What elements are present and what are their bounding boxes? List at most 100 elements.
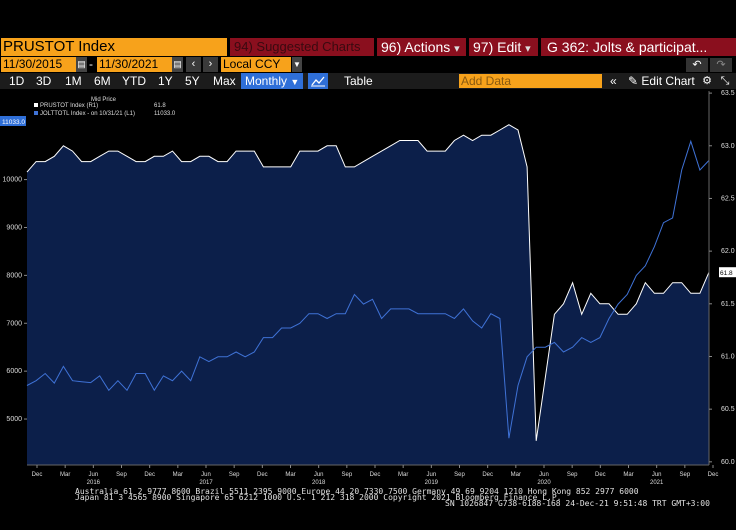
x-tick-label: Dec [257,472,268,478]
series-line-prustot [26,124,710,441]
legend-value: 61.8 [154,103,166,109]
date-separator: - [89,57,93,71]
left-tick-label: 7000 [6,320,22,327]
x-tick-label: Jun [426,472,436,478]
x-year-label: 2021 [650,480,664,486]
edit-chart-button[interactable]: ✎ Edit Chart [628,73,695,89]
last-value-left: 11033.0 [2,119,25,126]
suggested-charts-button[interactable]: 94) Suggested Charts [230,38,374,56]
x-year-label: 2020 [537,480,551,486]
x-tick-label: Jun [314,472,324,478]
x-tick-label: Mar [511,472,521,478]
caret-down-icon[interactable]: ▼ [292,57,302,72]
period-1m-button[interactable]: 1M [65,74,82,88]
start-date-input[interactable]: 11/30/2015 [1,57,76,72]
footer-line-1: Australia 61 2 9777 8600 Brazil 5511 239… [75,487,639,496]
period-6m-button[interactable]: 6M [94,74,111,88]
security-ticker-field[interactable]: PRUSTOT Index [1,38,227,56]
period-1y-button[interactable]: 1Y [158,74,173,88]
x-year-label: 2018 [312,480,326,486]
caret-down-icon: ▾ [525,43,531,55]
edit-label: 97) Edit [473,39,522,55]
currency-select[interactable]: Local CCY [221,57,291,72]
period-5y-button[interactable]: 5Y [185,74,200,88]
chevron-right-icon[interactable]: › [203,57,218,72]
footer-line-3: SN 1026847 G738-6188-168 24-Dec-21 9:51:… [445,499,710,508]
x-tick-label: Mar [173,472,183,478]
frequency-select[interactable]: Monthly ▼ [241,73,303,89]
left-tick-label: 9000 [6,224,22,231]
calendar-icon[interactable]: ▤ [76,57,87,72]
x-tick-label: Sep [679,472,690,478]
pencil-icon: ✎ [628,74,639,88]
period-3d-button[interactable]: 3D [36,74,52,88]
right-tick-label: 61.0 [721,353,735,360]
legend-header: Mid Price [91,97,117,103]
legend-label: JOLTTOTL Index - on 10/31/21 (L1) [40,111,135,117]
right-tick-label: 62.0 [721,248,735,255]
last-value-badge-right [719,267,736,278]
x-tick-label: Sep [116,472,127,478]
x-tick-label: Mar [398,472,408,478]
x-year-label: 2016 [87,480,101,486]
x-tick-label: Sep [454,472,465,478]
left-tick-label: 6000 [6,368,22,375]
add-data-input[interactable]: Add Data [459,74,602,88]
x-tick-label: Dec [370,472,381,478]
edit-chart-label: Edit Chart [641,74,695,88]
left-tick-label: 5000 [6,416,22,423]
footer: Australia 61 2 9777 8600 Brazil 5511 239… [0,486,736,530]
chart-area: 5000 6000 7000 8000 9000 10000 60.0 60.5 61.0 61.… [0,90,736,486]
line-chart-icon[interactable] [308,73,328,89]
period-ytd-button[interactable]: YTD [122,74,146,88]
chart-title: G 362: Jolts & participat... [541,38,736,56]
caret-down-icon: ▾ [454,43,460,55]
redo-icon[interactable]: ↷ [710,58,732,72]
right-tick-label: 63.0 [721,143,735,150]
chevron-left-icon[interactable]: ‹ [186,57,201,72]
double-chevron-left-icon[interactable]: « [610,74,617,88]
frequency-label: Monthly [245,74,288,88]
date-toolbar [0,57,736,73]
legend-swatch-white [34,103,38,107]
last-value-right: 61.8 [720,270,733,277]
undo-icon[interactable]: ↶ [686,58,708,72]
right-tick-label: 60.5 [721,406,735,413]
footer-line-2: Japan 81 3 4565 8900 Singapore 65 6212 1… [75,493,562,502]
period-max-button[interactable]: Max [213,74,236,88]
x-tick-label: Dec [32,472,43,478]
x-tick-label: Jun [201,472,211,478]
x-year-label: 2017 [199,480,213,486]
series-line-jolttotl [26,139,710,439]
x-tick-label: Mar [60,472,70,478]
legend-value: 11033.0 [154,111,176,117]
x-tick-label: Sep [341,472,352,478]
line-chart-glyph [311,76,325,87]
x-tick-label: Mar [285,472,295,478]
settings-icon[interactable]: ⚙ [702,75,712,87]
table-button[interactable]: Table [344,74,373,88]
right-tick-label: 60.0 [721,459,735,466]
left-tick-label: 10000 [3,177,23,184]
caret-down-icon: ▼ [290,77,300,87]
calendar-icon[interactable]: ▤ [172,57,183,72]
right-tick-label: 61.5 [721,301,735,308]
edit-menu-button[interactable]: 97) Edit ▾ [469,38,538,56]
end-date-input[interactable]: 11/30/2021 [97,57,172,72]
x-year-label: 2019 [425,480,439,486]
resize-icon[interactable]: ⤡ [720,75,730,87]
x-tick-label: Mar [623,472,633,478]
left-tick-label: 8000 [6,272,22,279]
x-tick-label: Dec [482,472,493,478]
actions-label: 96) Actions [381,39,451,55]
actions-menu-button[interactable]: 96) Actions ▾ [377,38,466,56]
chart-legend: Mid Price PRUSTOT Index (R1) 61.8 JOLTTO… [34,97,176,117]
legend-label: PRUSTOT Index (R1) [40,103,98,109]
x-tick-label: Jun [539,472,549,478]
right-tick-label: 62.5 [721,195,735,202]
x-tick-label: Dec [595,472,606,478]
x-tick-label: Dec [708,472,719,478]
x-tick-label: Jun [88,472,98,478]
period-1d-button[interactable]: 1D [9,74,25,88]
right-tick-label: 63.5 [721,90,735,97]
